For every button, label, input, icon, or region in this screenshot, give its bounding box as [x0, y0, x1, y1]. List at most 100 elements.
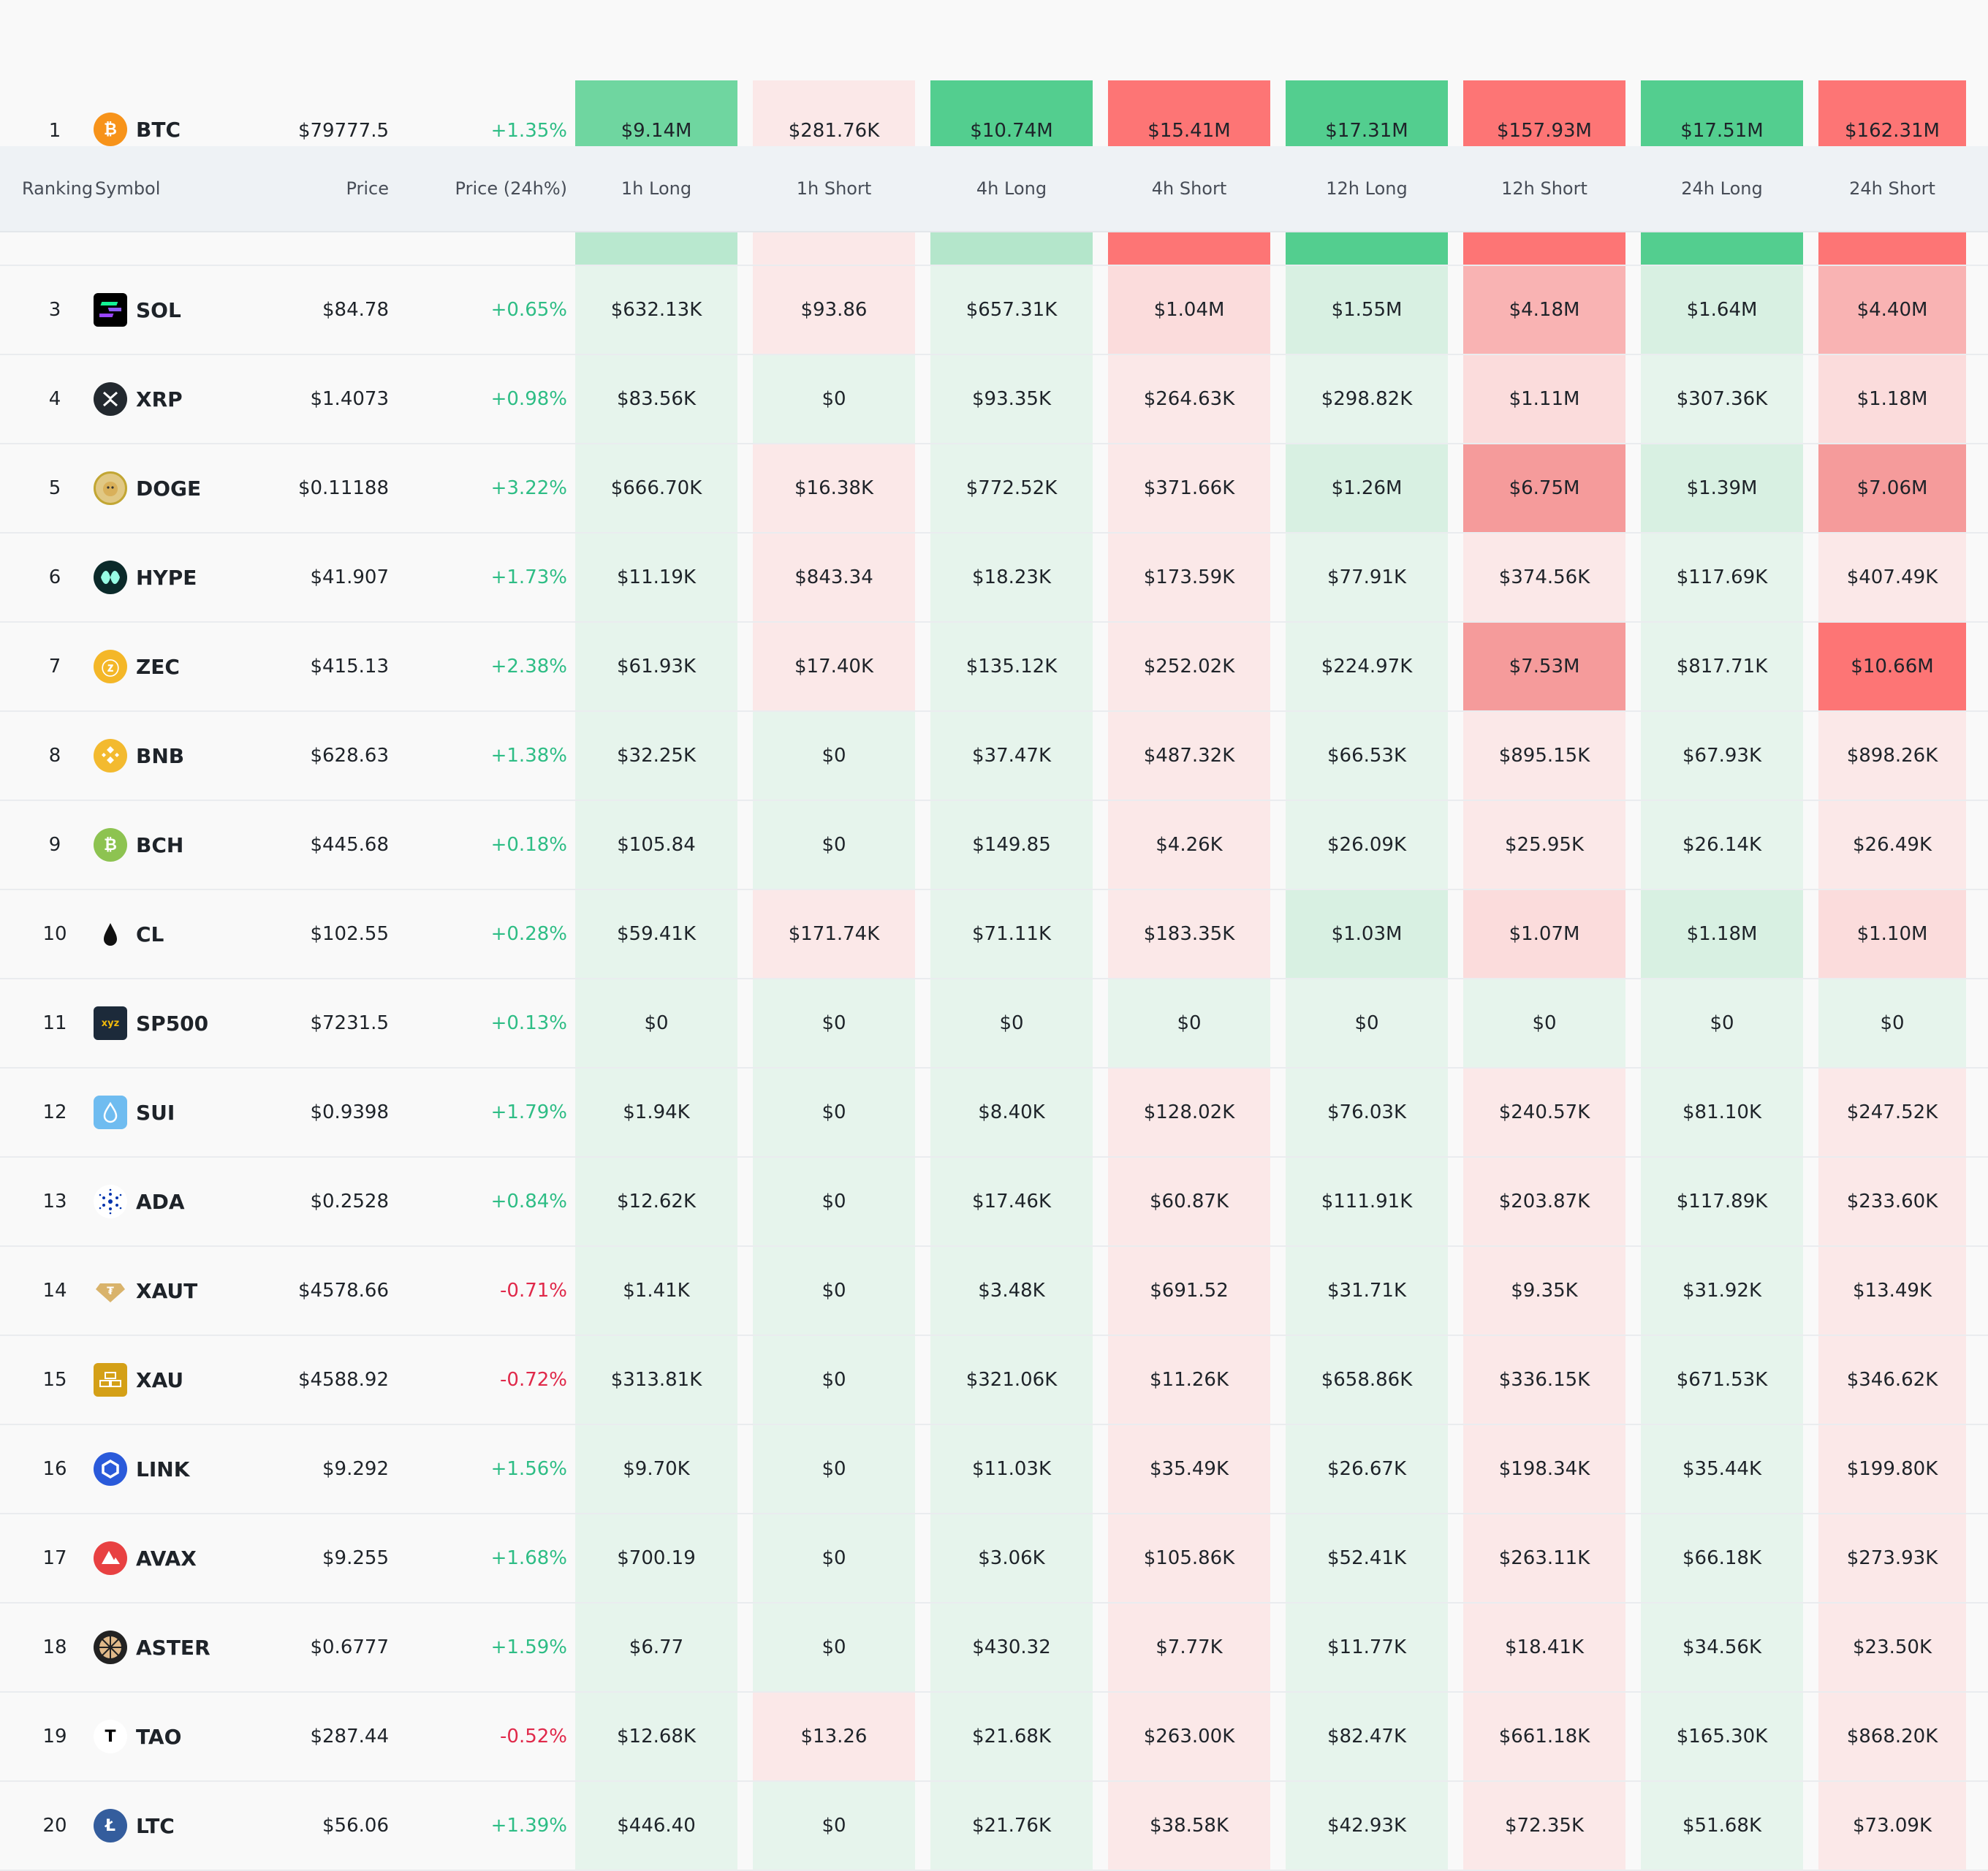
- symbol-cell[interactable]: xyz SP500: [94, 979, 284, 1067]
- table-row[interactable]: 17 AVAX $9.255 +1.68% $700.19 $0 $3.06K $105.…: [0, 1514, 1988, 1604]
- symbol-cell[interactable]: AVAX: [94, 1514, 284, 1602]
- heat-cell-4h-short: $128.02K: [1108, 1069, 1270, 1156]
- heat-cell-12h-short: $263.11K: [1463, 1514, 1625, 1602]
- heat-cell-24h-long: $26.14K: [1641, 801, 1803, 889]
- symbol-cell[interactable]: ADA: [94, 1158, 284, 1245]
- header-1h-long[interactable]: 1h Long: [621, 178, 692, 199]
- heat-cell-24h-short: $10.66M: [1818, 623, 1966, 710]
- heat-cell-24h-long: $51.68K: [1641, 1782, 1803, 1870]
- heat-cell-24h-short: $898.26K: [1818, 712, 1966, 800]
- price-cell: $4578.66: [297, 1280, 389, 1302]
- price-cell: $0.9398: [310, 1101, 389, 1123]
- heat-cell-4h-long: $772.52K: [930, 444, 1093, 532]
- header-symbol[interactable]: Symbol: [95, 178, 161, 199]
- table-row[interactable]: 18 ASTER $0.6777 +1.59% $6.77 $0 $430.32 $7.7…: [0, 1604, 1988, 1693]
- symbol-cell[interactable]: DOGE: [94, 444, 284, 532]
- heat-cell-12h-long: $42.93K: [1286, 1782, 1448, 1870]
- rank-cell: 16: [42, 1458, 67, 1480]
- heat-cell-4h-short: $105.86K: [1108, 1514, 1270, 1602]
- symbol-cell[interactable]: Ł LTC: [94, 1782, 284, 1870]
- symbol-label: BTC: [136, 118, 181, 142]
- symbol-label: SUI: [136, 1100, 175, 1125]
- symbol-cell[interactable]: T TAO: [94, 1693, 284, 1780]
- table-row[interactable]: 4 XRP $1.4073 +0.98% $83.56K $0 $93.35K $264.…: [0, 355, 1988, 444]
- header-4h-long[interactable]: 4h Long: [976, 178, 1047, 199]
- table-row[interactable]: 3 SOL $84.78 +0.65% $632.13K $93.86 $657.31K…: [0, 266, 1988, 355]
- change-cell: -0.52%: [500, 1726, 567, 1747]
- header-24h-long[interactable]: 24h Long: [1681, 178, 1763, 199]
- heat-cell-1h-short: $171.74K: [753, 890, 915, 978]
- heat-cell-4h-short: $173.59K: [1108, 534, 1270, 621]
- symbol-cell[interactable]: XRP: [94, 355, 284, 443]
- table-row[interactable]: 10 CL $102.55 +0.28% $59.41K $171.74K $71.11…: [0, 890, 1988, 979]
- table-row[interactable]: 15 XAU $4588.92 -0.72% $313.81K $0 $321.06K $…: [0, 1336, 1988, 1425]
- symbol-cell[interactable]: ₿ BTC: [94, 80, 284, 146]
- symbol-cell[interactable]: SUI: [94, 1069, 284, 1156]
- change-cell: +0.84%: [490, 1191, 567, 1212]
- avalanche-icon: [94, 1541, 127, 1575]
- header-price[interactable]: Price: [346, 178, 389, 199]
- table-row[interactable]: 6 HYPE $41.907 +1.73% $11.19K $843.34 $18.23…: [0, 534, 1988, 623]
- sui-drop-icon: [94, 1096, 127, 1129]
- heat-cell-peek: [1641, 232, 1803, 265]
- heat-cell-peek: [930, 232, 1093, 265]
- heat-cell-1h-short: $0: [753, 979, 915, 1067]
- rank-cell: 1: [48, 120, 61, 142]
- table-row[interactable]: 12 SUI $0.9398 +1.79% $1.94K $0 $8.40K $128.0…: [0, 1069, 1988, 1158]
- header-1h-short[interactable]: 1h Short: [796, 178, 872, 199]
- header-12h-short[interactable]: 12h Short: [1501, 178, 1587, 199]
- symbol-cell[interactable]: BNB: [94, 712, 284, 800]
- header-24h-short[interactable]: 24h Short: [1849, 178, 1935, 199]
- rank-cell: 5: [48, 477, 61, 499]
- rank-cell: 18: [42, 1636, 67, 1658]
- heat-cell-12h-short: $1.11M: [1463, 355, 1625, 443]
- heat-cell-4h-short: $263.00K: [1108, 1693, 1270, 1780]
- table-row[interactable]: 13 ADA $0.2528 +0.84% $12.62K $0 $17.46K $60.…: [0, 1158, 1988, 1247]
- heat-cell-24h-long: $35.44K: [1641, 1425, 1803, 1513]
- heat-cell-24h-short: $0: [1818, 979, 1966, 1067]
- table-row[interactable]: 19 T TAO $287.44 -0.52% $12.68K $13.26 $21.6…: [0, 1693, 1988, 1782]
- symbol-cell[interactable]: CL: [94, 890, 284, 978]
- heat-cell-24h-short: $407.49K: [1818, 534, 1966, 621]
- heat-cell-4h-short: $11.26K: [1108, 1336, 1270, 1424]
- symbol-cell[interactable]: ⓩ ZEC: [94, 623, 284, 710]
- table-row[interactable]: 11 xyz SP500 $7231.5 +0.13% $0 $0 $0 $0 $0 $0 $0…: [0, 979, 1988, 1069]
- change-cell: +3.22%: [490, 477, 567, 499]
- price-cell: $7231.5: [310, 1012, 389, 1034]
- table-row[interactable]: 8 BNB $628.63 +1.38% $32.25K $0 $37.47K $487.…: [0, 712, 1988, 801]
- table-row[interactable]: 5 DOGE $0.11188 +3.22% $666.70K $16.38K $772…: [0, 444, 1988, 534]
- table-row[interactable]: 7 ⓩ ZEC $415.13 +2.38% $61.93K $17.40K $135.…: [0, 623, 1988, 712]
- header-12h-long[interactable]: 12h Long: [1326, 178, 1408, 199]
- symbol-label: LTC: [136, 1813, 175, 1838]
- symbol-cell[interactable]: XAU: [94, 1336, 284, 1424]
- heat-cell-12h-short: $9.35K: [1463, 1247, 1625, 1335]
- aster-icon: [94, 1631, 127, 1664]
- header-4h-short[interactable]: 4h Short: [1151, 178, 1227, 199]
- table-row[interactable]: 20 Ł LTC $56.06 +1.39% $446.40 $0 $21.76K $38…: [0, 1782, 1988, 1871]
- table-row[interactable]: 1 ₿ BTC $79777.5 +1.35% $9.14M $281.76K …: [0, 80, 1988, 146]
- heat-cell-4h-long: $3.06K: [930, 1514, 1093, 1602]
- header-ranking[interactable]: Ranking: [22, 178, 94, 199]
- symbol-cell[interactable]: HYPE: [94, 534, 284, 621]
- heat-cell-1h-long: $632.13K: [575, 266, 737, 354]
- table-row[interactable]: 16 LINK $9.292 +1.56% $9.70K $0 $11.03K $35.4…: [0, 1425, 1988, 1514]
- symbol-cell[interactable]: ASTER: [94, 1604, 284, 1691]
- rank-cell: 3: [48, 299, 61, 321]
- header-change[interactable]: Price (24h%): [455, 178, 567, 199]
- table-row[interactable]: 14 ₮ XAUT $4578.66 -0.71% $1.41K $0 $3.48K $6…: [0, 1247, 1988, 1336]
- hype-icon: [94, 561, 127, 594]
- heat-cell-1h-long: $83.56K: [575, 355, 737, 443]
- symbol-cell[interactable]: ₿ BCH: [94, 801, 284, 889]
- symbol-cell[interactable]: ₮ XAUT: [94, 1247, 284, 1335]
- heat-cell-4h-short: $691.52: [1108, 1247, 1270, 1335]
- rank-cell: 19: [42, 1726, 67, 1747]
- table-row[interactable]: 9 ₿ BCH $445.68 +0.18% $105.84 $0 $149.85 $4.…: [0, 801, 1988, 890]
- price-cell: $1.4073: [310, 388, 389, 410]
- price-cell: $41.907: [310, 566, 389, 588]
- symbol-cell[interactable]: LINK: [94, 1425, 284, 1513]
- chainlink-icon: [94, 1452, 127, 1486]
- heat-cell-4h-short: $264.63K: [1108, 355, 1270, 443]
- price-cell: $0.6777: [310, 1636, 389, 1658]
- symbol-cell[interactable]: SOL: [94, 266, 284, 354]
- heat-cell-24h-short: $233.60K: [1818, 1158, 1966, 1245]
